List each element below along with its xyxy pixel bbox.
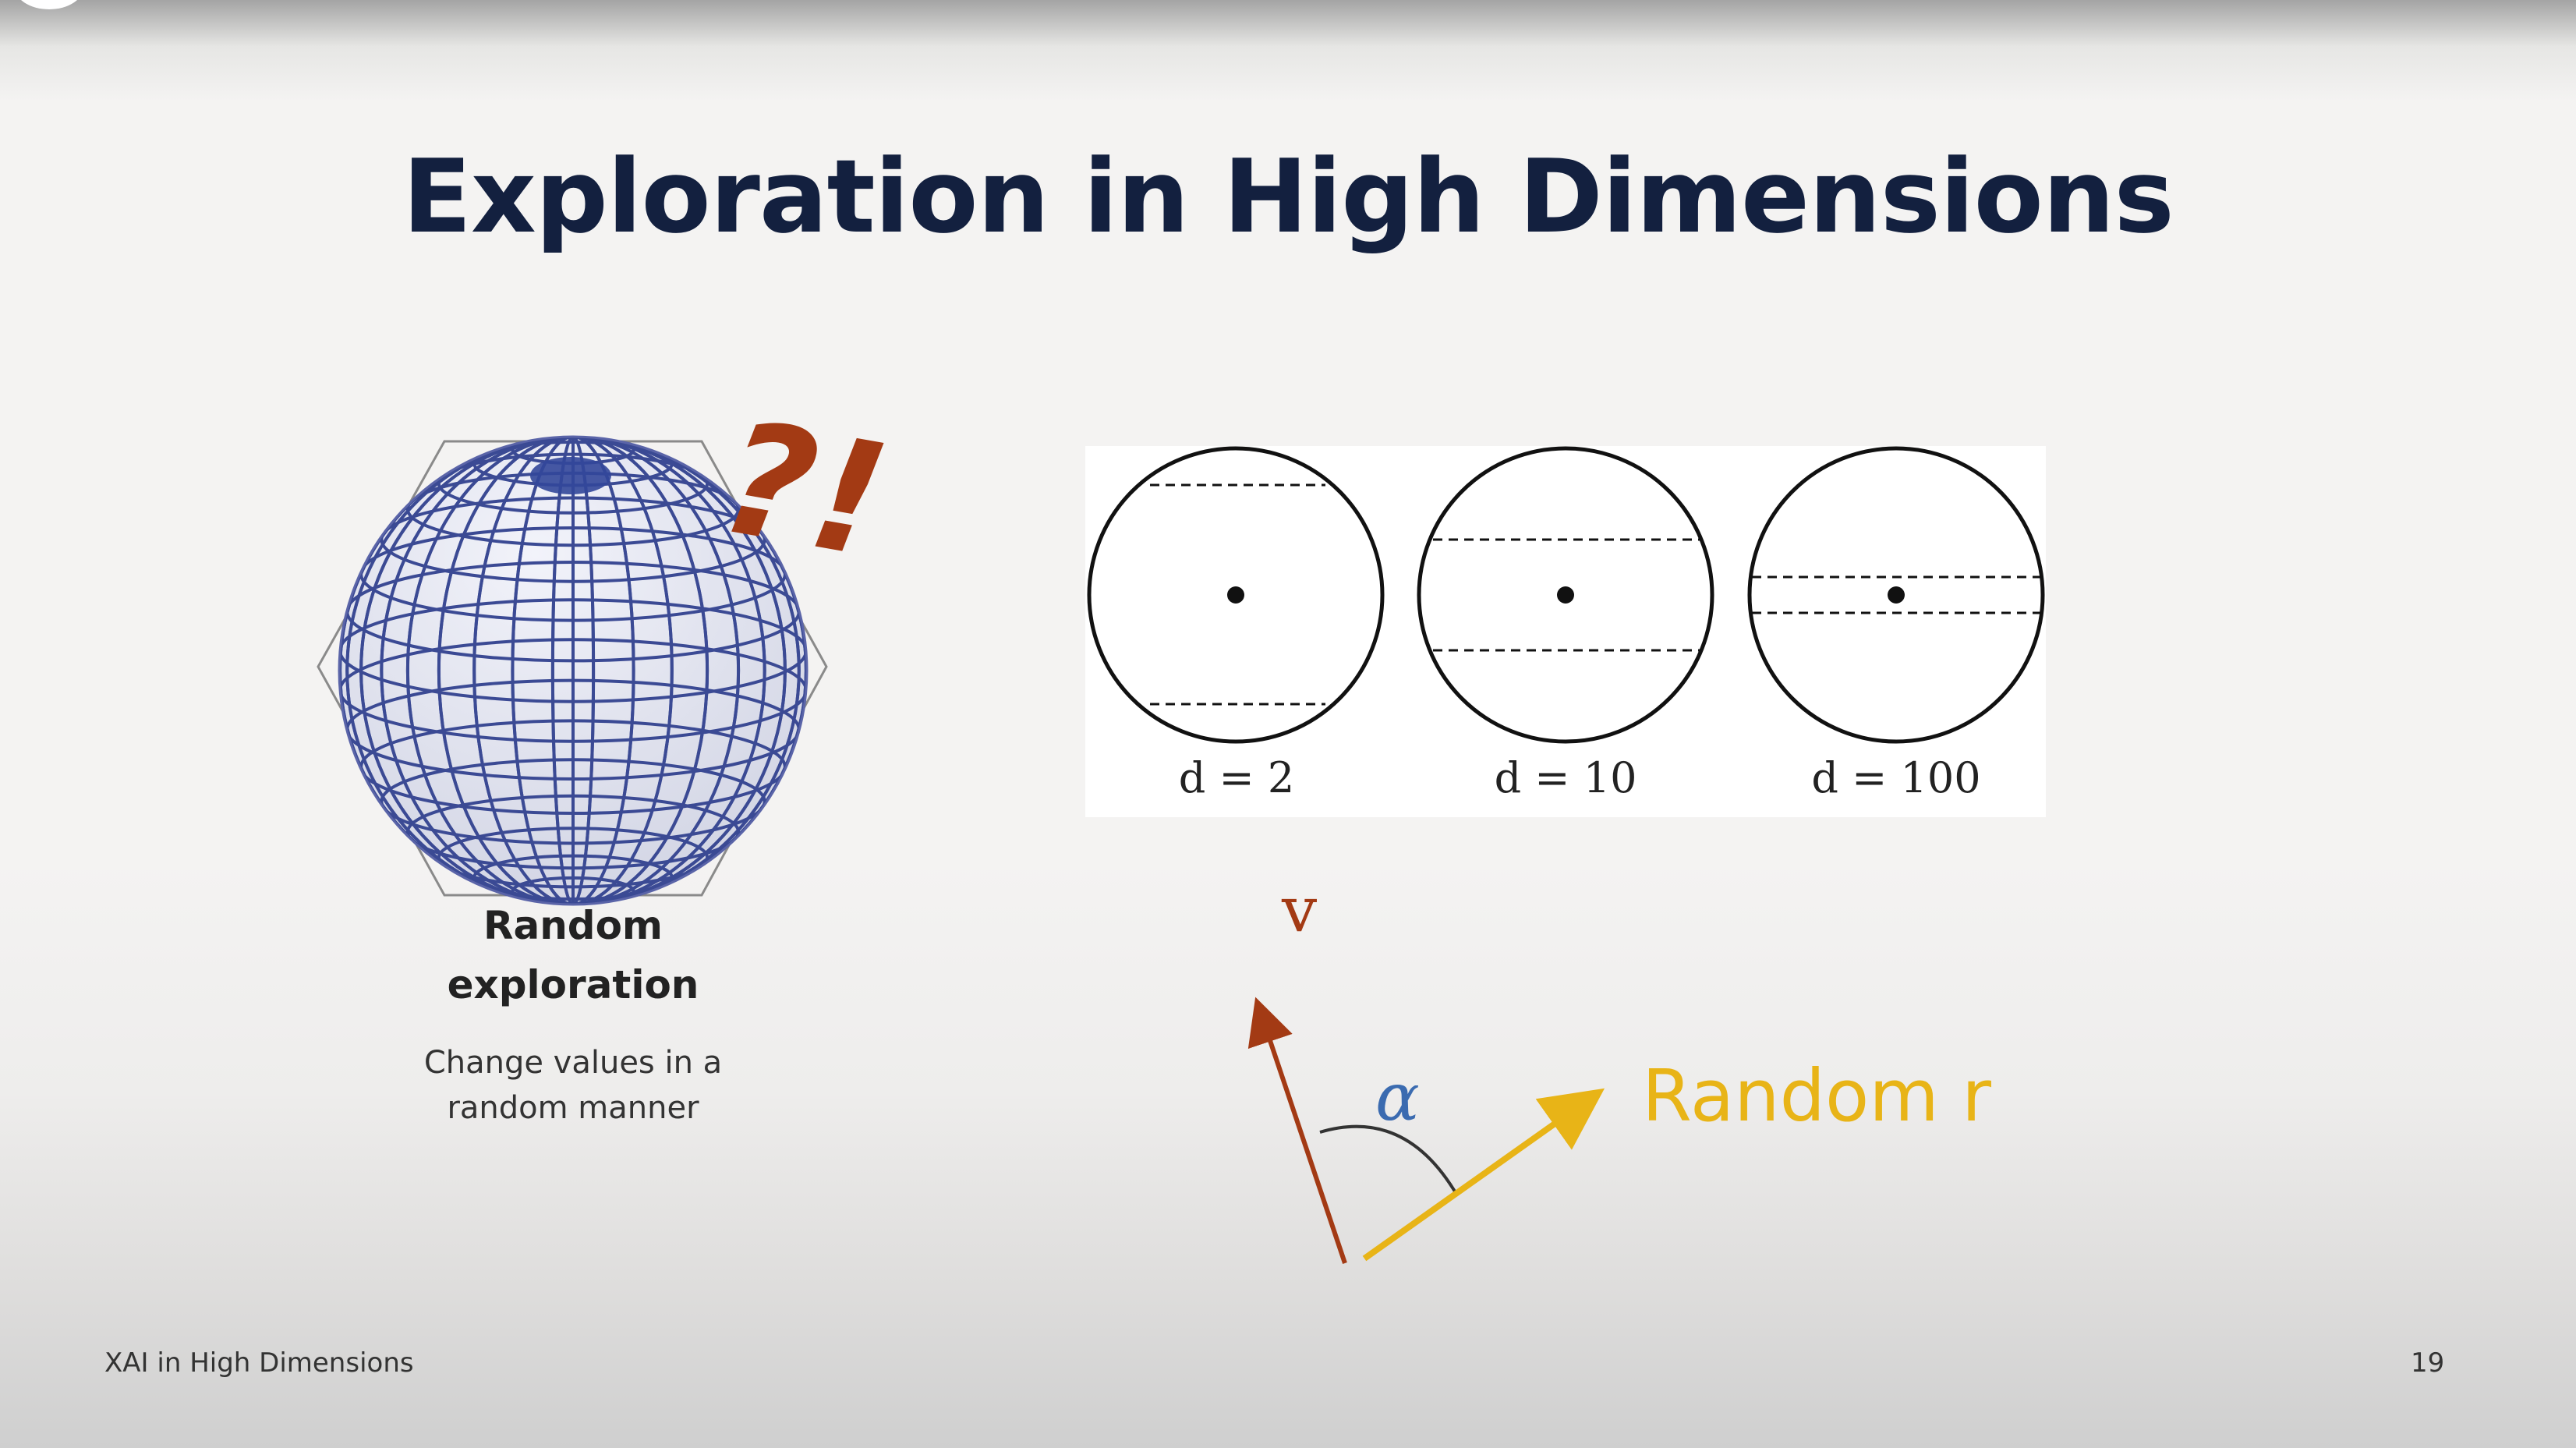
vector-diagram: [1247, 997, 1605, 1264]
footer-title: XAI in High Dimensions: [104, 1347, 414, 1379]
sphere-longitude-line: [472, 437, 674, 905]
circle-d10: [1417, 446, 1714, 744]
sphere-longitude-line: [550, 437, 596, 905]
circle-label-d2: d = 2: [1178, 753, 1295, 802]
question-exclamation-mark: ?!: [709, 386, 900, 594]
circle-label-d100: d = 100: [1811, 753, 1981, 802]
sphere-longitude-line: [380, 437, 766, 905]
random-exploration-desc-line1: Change values in a: [423, 1045, 723, 1081]
circle-d2: [1087, 446, 1385, 744]
random-r-label: Random r: [1642, 1054, 1991, 1138]
hexagon-outline: [317, 440, 828, 897]
v-label: v: [1282, 873, 1318, 946]
r-vector-arrow: [1362, 1088, 1605, 1262]
circles-panel: [1085, 446, 2046, 817]
angle-arc: [1319, 1124, 1456, 1193]
random-exploration-heading-line1: Random: [483, 903, 663, 948]
page-number: 19: [2411, 1347, 2445, 1379]
sphere-longitude-line: [511, 437, 635, 905]
sphere-longitude-line: [359, 437, 787, 905]
circle-d100: [1747, 446, 2045, 744]
random-exploration-desc-line2: random manner: [447, 1090, 699, 1126]
alpha-angle-label: α: [1375, 1059, 1420, 1135]
sphere-longitude-line: [405, 437, 741, 905]
v-vector-arrow: [1247, 997, 1347, 1264]
random-exploration-heading-line2: exploration: [447, 962, 699, 1007]
sphere-longitude-line: [345, 437, 801, 905]
globe-icon: [338, 435, 809, 906]
circle-label-d10: d = 10: [1494, 753, 1637, 802]
slide-title: Exploration in High Dimensions: [402, 137, 2174, 256]
sphere-longitude-line: [437, 437, 709, 905]
